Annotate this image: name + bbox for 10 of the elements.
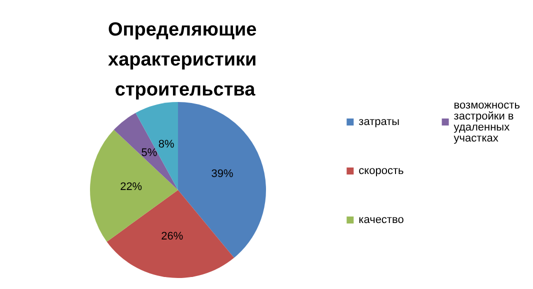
legend-label: качество [358, 214, 404, 226]
legend-label: возможность застройки в удаленных участках [454, 100, 524, 144]
data-label: 8% [158, 138, 174, 150]
legend-label: затраты [358, 116, 400, 128]
chart-title: Определяющие характеристики строительства [108, 20, 262, 100]
legend-label: скорость [358, 165, 404, 177]
data-label: 26% [161, 230, 184, 243]
data-label: 39% [211, 168, 234, 180]
data-label: 5% [141, 146, 158, 159]
data-label: 22% [120, 181, 142, 194]
